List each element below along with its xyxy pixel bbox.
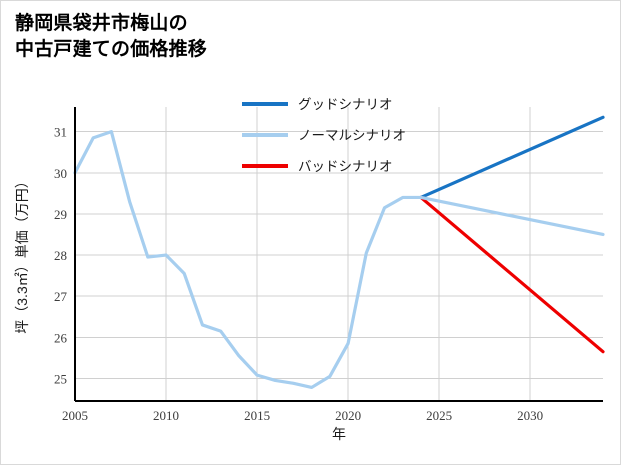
y-tick-label: 26 — [54, 330, 68, 345]
y-tick-label: 29 — [54, 207, 67, 222]
y-tick-label: 31 — [54, 125, 67, 140]
x-tick-label: 2010 — [153, 408, 179, 423]
y-tick-label: 25 — [54, 371, 67, 386]
x-tick-labels: 2005 2010 2015 2020 2025 2030 — [62, 408, 543, 423]
series-group — [73, 115, 605, 390]
legend-label-normal: ノーマルシナリオ — [298, 128, 406, 143]
series-line-バッドシナリオ — [419, 195, 605, 354]
y-tick-label: 30 — [54, 166, 67, 181]
legend-label-good: グッドシナリオ — [298, 97, 393, 112]
x-tick-label: 2005 — [62, 408, 88, 423]
legend-label-bad: バッドシナリオ — [298, 159, 393, 174]
axis-lines-group — [74, 107, 603, 402]
x-tick-label: 2020 — [335, 408, 361, 423]
x-tick-label: 2030 — [517, 408, 543, 423]
y-tick-label: 27 — [54, 289, 68, 304]
x-tick-label: 2025 — [426, 408, 452, 423]
y-tick-label: 28 — [54, 248, 67, 263]
y-tick-labels: 25 26 27 28 29 30 31 — [54, 125, 68, 387]
x-tick-label: 2015 — [244, 408, 270, 423]
x-axis-title: 年 — [332, 426, 346, 442]
series-line-ノーマルシナリオ — [73, 130, 605, 390]
y-axis-title: 坪（3.3㎡）単価（万円） — [14, 174, 30, 333]
series-line-グッドシナリオ — [419, 115, 605, 200]
page-title: 静岡県袋井市梅山の 中古戸建ての価格推移 — [15, 13, 208, 60]
